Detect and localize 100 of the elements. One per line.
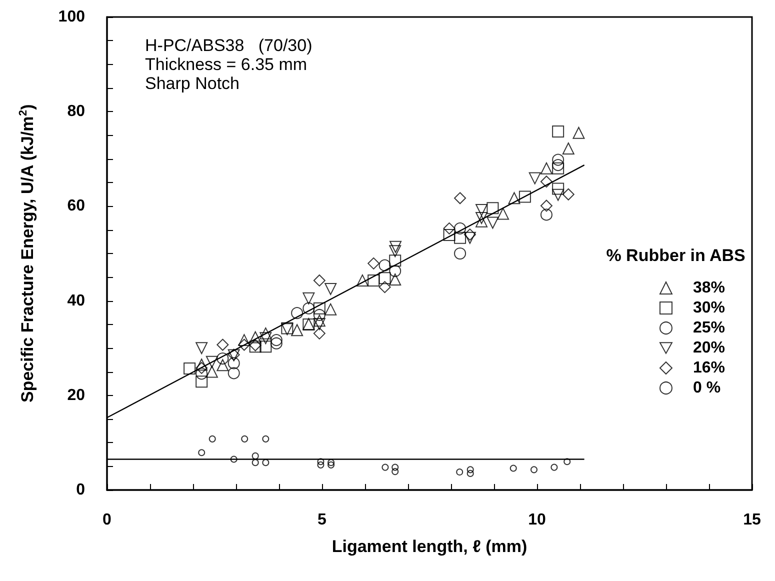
point: [540, 208, 552, 221]
point: [550, 464, 558, 471]
point: [252, 459, 259, 466]
point: [497, 208, 510, 220]
point: [466, 470, 474, 477]
point: [454, 222, 466, 234]
x-tick-label: 10: [528, 512, 546, 528]
x-tick-label: 5: [318, 512, 327, 528]
y-tick-label: 40: [67, 292, 86, 310]
point: [291, 307, 304, 320]
point: [260, 327, 272, 340]
point: [564, 458, 571, 466]
point: [328, 461, 335, 468]
legend-label: 16%: [692, 360, 726, 376]
y-tick-label: 0: [76, 482, 86, 498]
point: [356, 274, 368, 286]
point: [378, 281, 391, 294]
point: [368, 274, 380, 286]
point: [249, 331, 262, 344]
point: [454, 232, 466, 244]
point: [313, 327, 326, 340]
point: [443, 222, 456, 234]
point: [540, 176, 552, 188]
point: [552, 159, 564, 172]
y-tick-label: 80: [67, 103, 86, 120]
point: [454, 248, 466, 260]
point: [528, 172, 541, 184]
point: [260, 332, 272, 344]
point: [302, 302, 315, 314]
point: [313, 274, 326, 286]
point: [466, 466, 474, 474]
point: [510, 464, 517, 472]
legend-label: 25%: [692, 320, 726, 336]
point: [389, 265, 402, 277]
point: [390, 240, 402, 253]
point: [530, 466, 538, 474]
point: [368, 257, 380, 270]
point: [206, 366, 218, 378]
point: [552, 154, 564, 166]
legend-label: 0 %: [692, 380, 721, 396]
point: [317, 458, 324, 466]
point: [252, 452, 259, 460]
point: [552, 162, 564, 174]
point: [443, 229, 456, 242]
point: [313, 318, 326, 330]
point: [216, 338, 229, 351]
legend-label: 30%: [692, 300, 726, 316]
point: [196, 362, 208, 374]
point: [313, 314, 326, 327]
legend-title: % Rubber in ABS: [606, 246, 746, 265]
point: [196, 342, 208, 354]
annotation: H-PC/ABS38 (70/30): [145, 36, 312, 55]
y-tick-label: 20: [67, 386, 86, 404]
point: [508, 192, 520, 204]
point: [389, 274, 402, 286]
point: [464, 228, 476, 241]
point: [476, 212, 488, 224]
point: [378, 272, 391, 284]
point: [270, 334, 282, 346]
point: [552, 188, 564, 201]
point: [486, 216, 499, 229]
point: [270, 337, 282, 350]
point: [552, 182, 564, 195]
point: [476, 204, 488, 216]
point: [208, 435, 216, 442]
point: [238, 334, 250, 346]
point: [291, 324, 304, 336]
point: [486, 202, 499, 214]
point: [196, 376, 208, 388]
point: [196, 368, 208, 380]
point: [392, 468, 399, 476]
point: [317, 461, 324, 468]
point: [313, 302, 326, 314]
point: [198, 449, 206, 456]
point: [262, 435, 270, 442]
point: [230, 456, 238, 463]
point: [324, 282, 337, 295]
point: [196, 358, 208, 371]
legend-label: 20%: [692, 340, 726, 356]
point: [328, 459, 335, 466]
point: [562, 188, 574, 200]
point: [324, 303, 337, 316]
x-tick-label: 15: [743, 512, 761, 528]
x-tick-label: 0: [102, 512, 112, 528]
point: [241, 435, 248, 442]
annotation: Thickness = 6.35 mm: [145, 55, 308, 74]
point: [562, 142, 574, 154]
y-axis-title: Specific Fracture Energy, U/A (kJ/m2): [18, 104, 37, 403]
y-tick-label: 60: [67, 198, 86, 215]
x-axis-title: Ligament length, ℓ (mm): [332, 537, 528, 556]
y-tick-label: 100: [58, 8, 86, 26]
point: [206, 356, 218, 368]
point: [392, 464, 399, 471]
point: [572, 126, 585, 139]
point: [184, 362, 196, 374]
point: [540, 162, 552, 174]
point: [216, 359, 229, 372]
legend-label: 38%: [692, 280, 726, 296]
point: [518, 190, 531, 203]
point: [228, 367, 240, 380]
